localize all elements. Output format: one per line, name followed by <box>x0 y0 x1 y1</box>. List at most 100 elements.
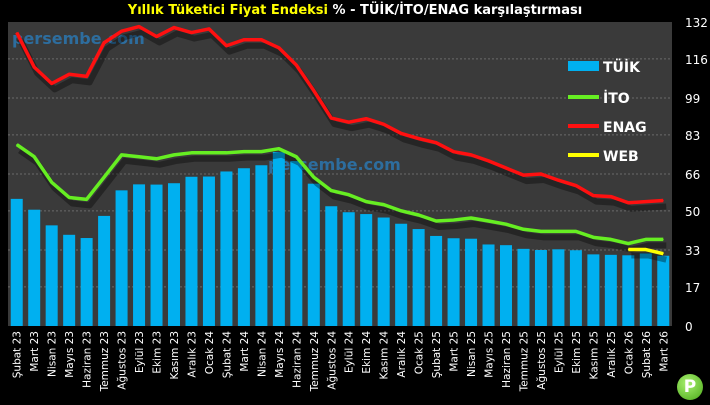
point-enag <box>173 27 175 29</box>
x-tick-label: Eylül 23 <box>134 331 146 373</box>
x-tick-label: Mart 25 <box>449 331 461 372</box>
x-tick-label: Kasım 24 <box>379 331 391 380</box>
point-i̇to <box>156 158 158 160</box>
point-i̇to <box>313 176 315 178</box>
y-tick-label: 0 <box>685 320 693 334</box>
x-tick-label: Mayıs 24 <box>274 331 286 378</box>
x-tick-label: Aralık 23 <box>186 331 198 378</box>
point-i̇to <box>278 148 280 150</box>
point-enag <box>522 174 524 176</box>
bar-tuik <box>395 223 408 326</box>
bar-tuik <box>185 176 198 326</box>
x-tick-label: Şubat 26 <box>641 331 653 379</box>
point-enag <box>365 118 367 120</box>
line-shadow-i̇to <box>18 148 667 253</box>
point-i̇to <box>418 214 420 216</box>
logo-icon: P <box>677 374 703 400</box>
point-i̇to <box>365 201 367 203</box>
bar-tuik <box>10 198 23 326</box>
point-enag <box>627 202 629 204</box>
point-enag <box>383 123 385 125</box>
bar-tuik <box>639 253 652 326</box>
x-tick-label: Mayıs 23 <box>64 331 76 378</box>
x-tick-label: Aralık 25 <box>606 331 618 378</box>
point-i̇to <box>610 238 612 240</box>
bar-tuik <box>657 255 670 326</box>
line-enag <box>15 24 664 205</box>
x-tick-label: Temmuz 23 <box>99 331 111 392</box>
x-tick-label: Ağustos 24 <box>326 331 338 390</box>
point-enag <box>330 117 332 119</box>
point-enag <box>208 28 210 30</box>
y-tick-label: 66 <box>685 168 700 182</box>
bar-tuik <box>168 183 180 326</box>
point-i̇to <box>86 198 88 200</box>
bar-tuik <box>237 168 250 326</box>
bar-tuik <box>377 217 390 326</box>
legend-label-tüi̇k: TÜİK <box>603 58 641 76</box>
point-enag <box>313 90 315 92</box>
bar-tuik <box>412 229 425 326</box>
bar-tuik <box>534 250 547 326</box>
point-web <box>662 253 664 255</box>
point-enag <box>662 199 664 201</box>
point-i̇to <box>540 230 542 232</box>
bar-tuik <box>45 225 58 326</box>
point-enag <box>68 73 70 75</box>
line-i̇to <box>15 143 664 246</box>
point-i̇to <box>522 228 524 230</box>
point-i̇to <box>488 220 490 222</box>
point-i̇to <box>138 156 140 158</box>
point-enag <box>645 201 647 203</box>
y-tick-label: 17 <box>685 281 700 295</box>
x-tick-label: Ekim 24 <box>361 331 373 374</box>
point-enag <box>453 151 455 153</box>
x-tick-label: Ağustos 25 <box>536 331 548 390</box>
x-tick-label: Kasım 23 <box>169 331 181 379</box>
point-i̇to <box>173 154 175 156</box>
point-i̇to <box>627 243 629 245</box>
watermark: persembe.com <box>12 29 145 48</box>
y-tick-label: 99 <box>685 92 700 106</box>
point-i̇to <box>435 220 437 222</box>
legend-label-enag: ENAG <box>603 120 647 136</box>
bar-tuik <box>500 245 512 326</box>
point-enag <box>488 160 490 162</box>
point-i̇to <box>68 196 70 198</box>
point-enag <box>505 167 507 169</box>
point-enag <box>610 196 612 198</box>
point-i̇to <box>348 194 350 196</box>
x-tick-label: Eylül 25 <box>553 331 565 373</box>
y-tick-label: 116 <box>685 53 708 67</box>
x-tick-label: Mayıs 25 <box>484 331 496 378</box>
x-tick-label: Aralık 24 <box>396 331 408 378</box>
x-tick-label: Nisan 25 <box>466 331 478 377</box>
x-tick-label: Ekim 25 <box>571 331 583 374</box>
point-enag <box>400 132 402 134</box>
bar-tuik <box>447 238 460 326</box>
point-enag <box>156 36 158 38</box>
point-i̇to <box>330 190 332 192</box>
point-enag <box>138 26 140 28</box>
point-enag <box>16 32 18 34</box>
point-i̇to <box>225 152 227 154</box>
point-i̇to <box>400 210 402 212</box>
point-enag <box>470 154 472 156</box>
point-i̇to <box>383 204 385 206</box>
line-shadow-enag <box>17 29 667 212</box>
x-tick-label: Ocak 24 <box>204 331 216 375</box>
point-i̇to <box>453 219 455 221</box>
point-enag <box>51 82 53 84</box>
x-tick-label: Şubat 25 <box>431 331 443 378</box>
y-tick-label: 50 <box>685 205 700 219</box>
x-tick-label: Şubat 23 <box>12 331 24 378</box>
point-enag <box>575 185 577 187</box>
y-tick-label: 132 <box>685 16 708 30</box>
bar-tuik <box>150 184 163 326</box>
x-tick-label: Ocak 25 <box>414 331 426 374</box>
point-i̇to <box>592 236 594 238</box>
bar-tuik <box>202 176 215 326</box>
x-tick-label: Mart 23 <box>29 331 41 372</box>
bar-tuik <box>587 254 600 326</box>
bar-tuik <box>465 238 478 326</box>
